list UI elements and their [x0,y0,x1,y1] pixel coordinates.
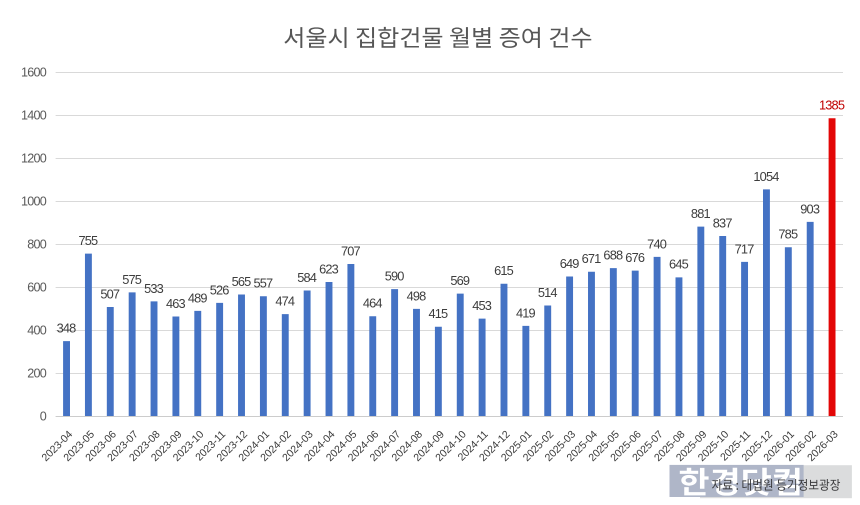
svg-text:0: 0 [40,410,47,424]
svg-text:800: 800 [27,238,47,252]
svg-text:575: 575 [122,272,142,287]
svg-text:623: 623 [319,261,339,276]
svg-text:557: 557 [253,276,273,291]
svg-text:565: 565 [232,274,252,289]
svg-text:453: 453 [472,298,492,313]
svg-text:533: 533 [144,281,164,296]
svg-text:419: 419 [516,305,536,320]
svg-text:615: 615 [494,263,514,278]
svg-text:400: 400 [27,324,47,338]
svg-text:1000: 1000 [21,195,47,209]
svg-text:1385: 1385 [819,98,845,113]
svg-text:600: 600 [27,281,47,295]
svg-text:645: 645 [669,257,689,272]
svg-text:498: 498 [407,288,427,303]
svg-text:707: 707 [341,243,361,258]
svg-text:1400: 1400 [21,109,47,123]
svg-text:1054: 1054 [753,169,779,184]
svg-text:590: 590 [385,269,405,284]
svg-text:507: 507 [100,286,120,301]
svg-text:474: 474 [275,293,295,308]
svg-text:881: 881 [691,206,711,221]
svg-text:584: 584 [297,270,317,285]
svg-text:463: 463 [166,296,186,311]
svg-text:348: 348 [57,321,77,336]
svg-text:514: 514 [538,285,558,300]
svg-text:837: 837 [713,215,733,230]
svg-text:688: 688 [603,247,623,262]
svg-text:755: 755 [79,233,99,248]
svg-text:489: 489 [188,290,208,305]
svg-text:903: 903 [800,201,820,216]
svg-text:671: 671 [582,251,602,266]
svg-text:717: 717 [735,241,755,256]
svg-text:1200: 1200 [21,152,47,166]
svg-text:649: 649 [560,256,580,271]
svg-text:526: 526 [210,282,230,297]
svg-text:785: 785 [778,227,798,242]
svg-text:200: 200 [27,367,47,381]
svg-text:676: 676 [625,250,645,265]
svg-text:464: 464 [363,296,383,311]
svg-text:415: 415 [428,306,448,321]
svg-text:1600: 1600 [21,66,47,80]
svg-text:740: 740 [647,236,667,251]
svg-text:569: 569 [450,273,470,288]
